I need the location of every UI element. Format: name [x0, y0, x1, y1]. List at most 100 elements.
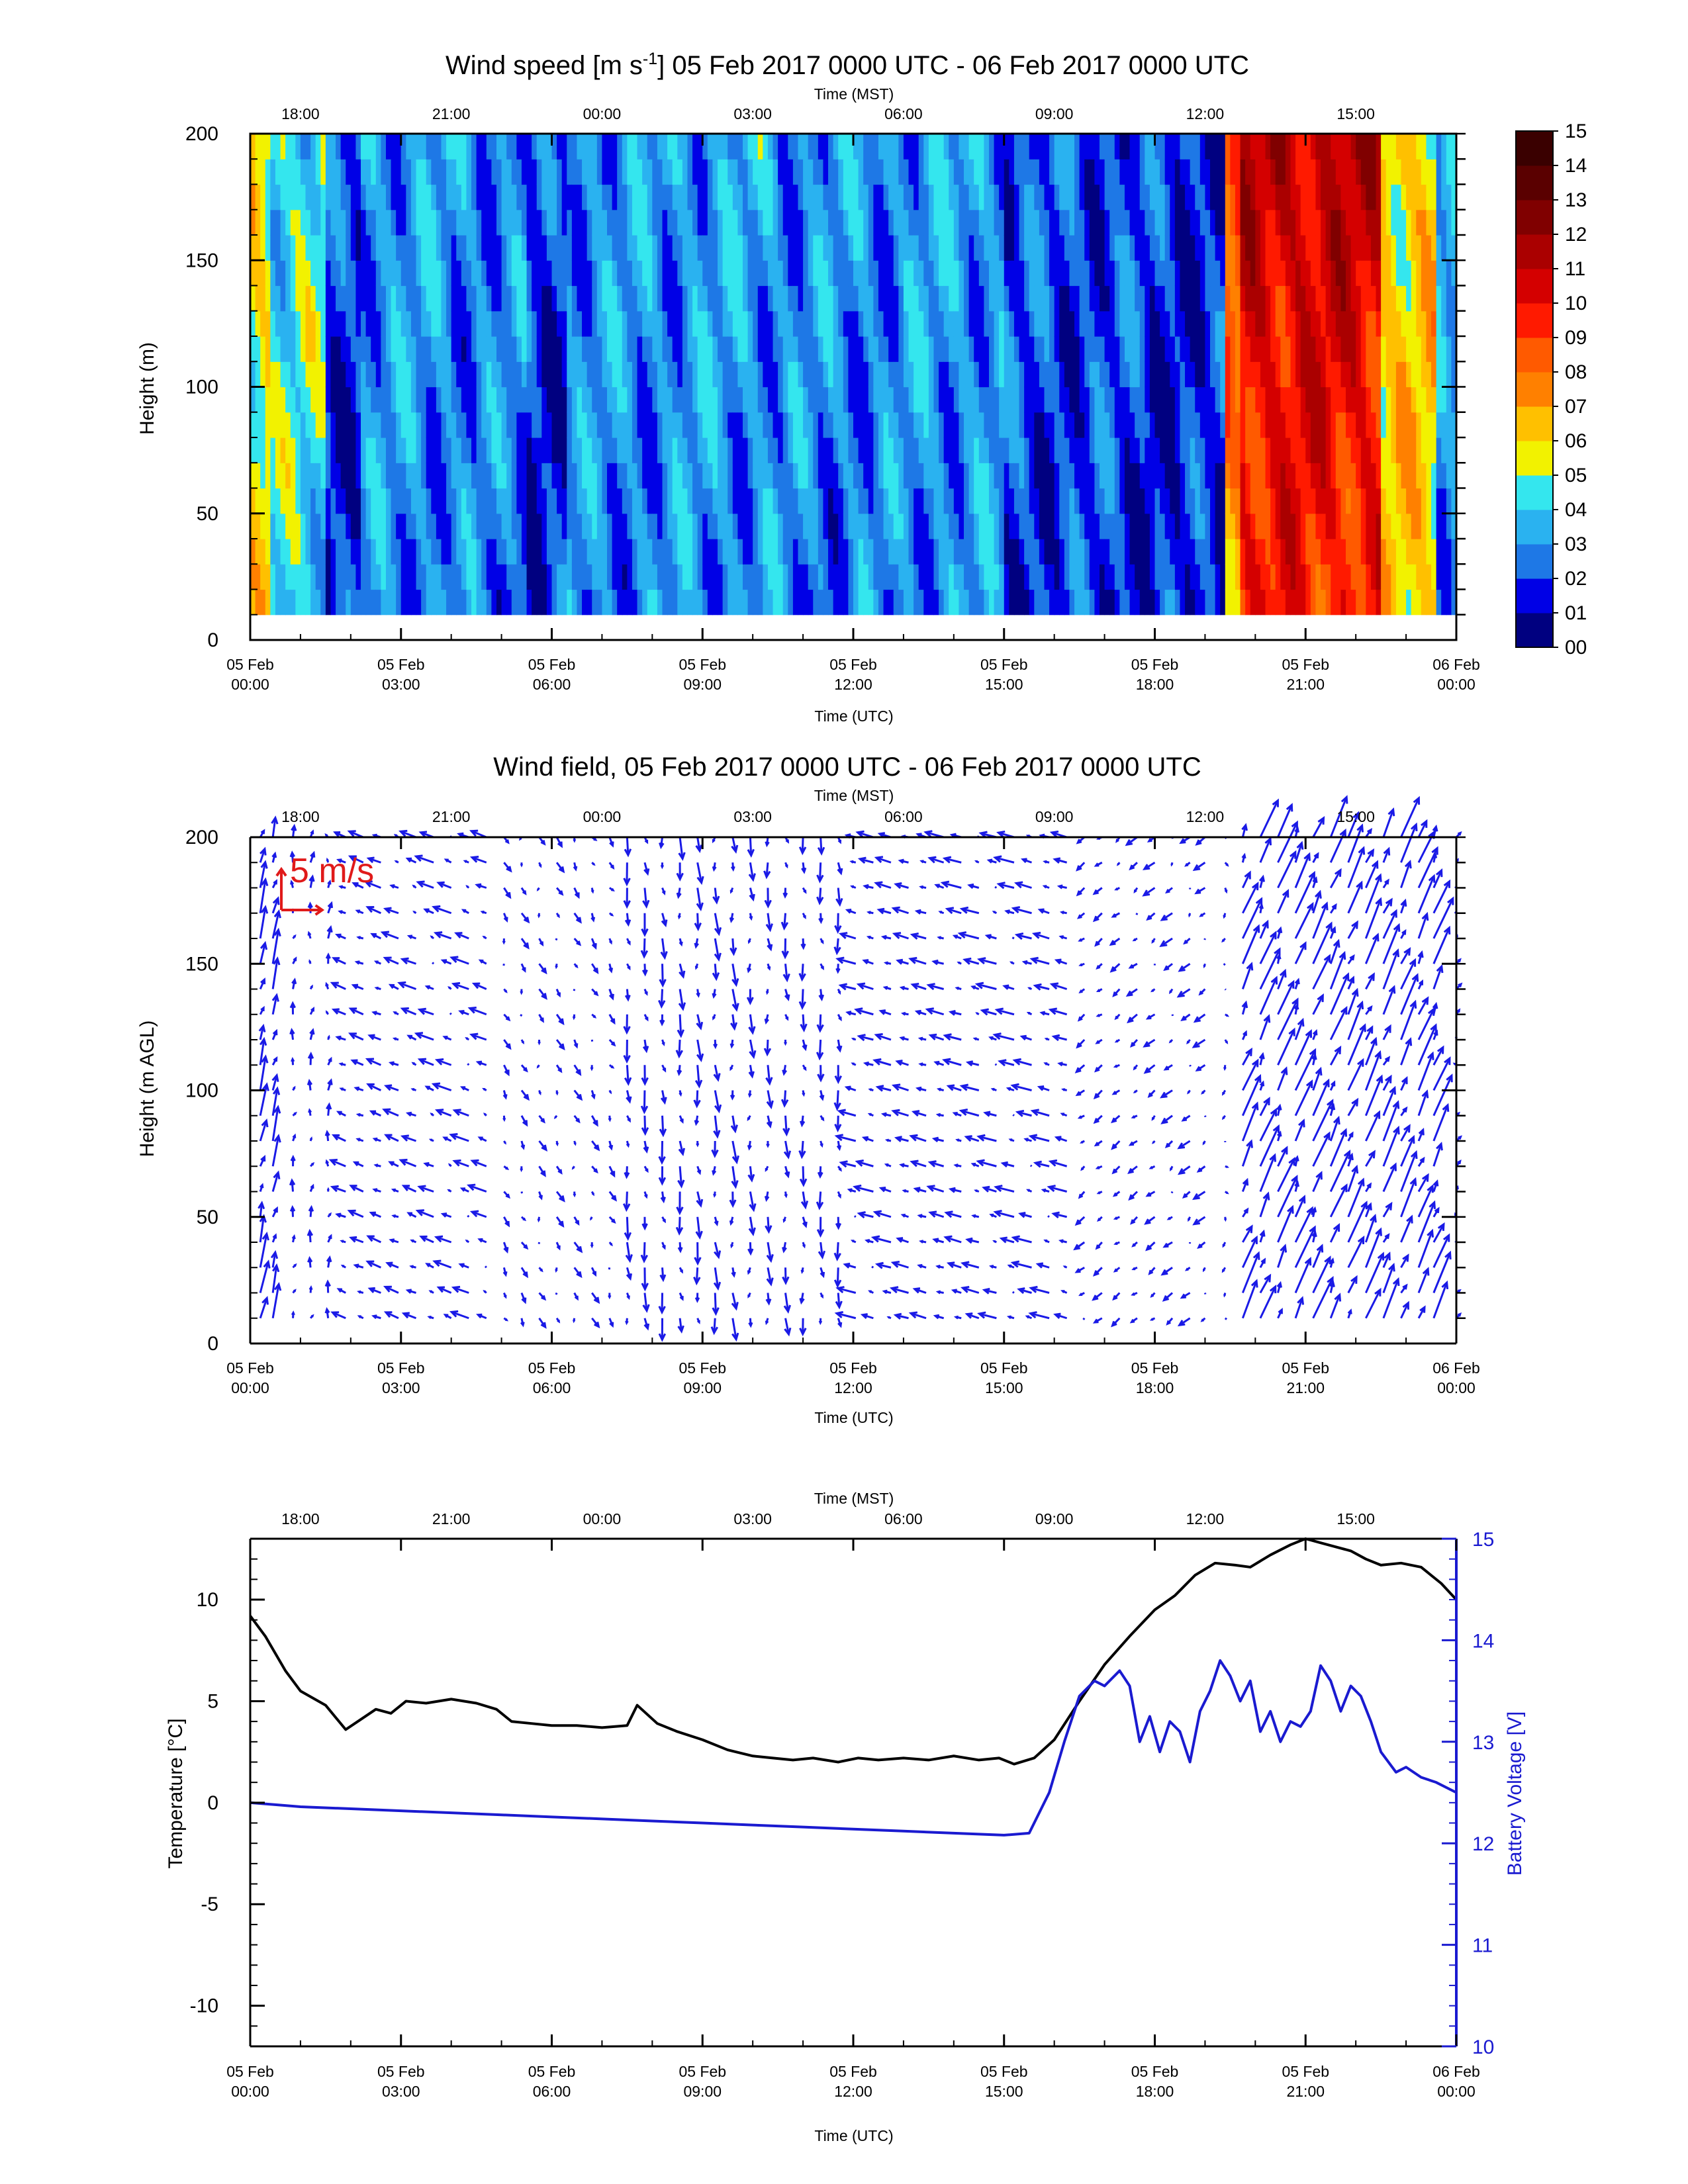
heatmap-cell — [602, 209, 608, 236]
heatmap-cell — [1315, 134, 1321, 159]
heatmap-cell — [763, 361, 769, 388]
heatmap-cell — [1391, 235, 1397, 261]
heatmap-cell — [908, 209, 914, 236]
heatmap-cell — [1255, 336, 1261, 362]
colorbar-swatch — [1516, 200, 1553, 235]
heatmap-cell — [1321, 513, 1327, 539]
wind-vector-head — [272, 896, 280, 905]
heatmap-cell — [607, 488, 613, 514]
heatmap-cell — [1135, 134, 1141, 159]
heatmap-cell — [1290, 310, 1296, 337]
heatmap-cell — [933, 539, 939, 565]
wind-vector-head — [328, 1056, 332, 1062]
heatmap-cell — [642, 235, 648, 261]
heatmap-cell — [355, 437, 361, 463]
heatmap-cell — [823, 310, 829, 337]
heatmap-cell — [1079, 387, 1085, 413]
heatmap-cell — [732, 134, 738, 159]
heatmap-cell — [1340, 310, 1346, 337]
heatmap-cell — [1164, 285, 1170, 312]
heatmap-cell — [873, 361, 879, 388]
heatmap-cell — [456, 488, 462, 514]
heatmap-cell — [687, 589, 693, 615]
heatmap-cell — [1290, 412, 1296, 438]
heatmap-cell — [1240, 488, 1246, 514]
heatmap-cell — [833, 159, 839, 185]
heatmap-cell — [1275, 361, 1281, 388]
heatmap-cell — [1089, 412, 1095, 438]
heatmap-cell — [275, 361, 281, 388]
heatmap-cell — [1240, 564, 1246, 590]
heatmap-cell — [612, 539, 618, 565]
heatmap-cell — [908, 463, 914, 489]
heatmap-cell — [305, 539, 311, 565]
wind-vector-head — [261, 1231, 269, 1241]
heatmap-cell — [707, 260, 714, 287]
heatmap-cell — [908, 412, 914, 438]
heatmap-cell — [471, 184, 477, 210]
heatmap-cell — [903, 539, 910, 565]
heatmap-cell — [466, 539, 472, 565]
heatmap-cell — [1199, 336, 1206, 362]
heatmap-cell — [1164, 310, 1170, 337]
heatmap-cell — [959, 437, 964, 463]
heatmap-cell — [1315, 310, 1321, 337]
heatmap-cell — [1411, 387, 1417, 413]
heatmap-cell — [416, 134, 422, 159]
wind-vector-head — [291, 1234, 296, 1240]
heatmap-cell — [315, 463, 321, 489]
heatmap-cell — [410, 361, 417, 388]
heatmap-cell — [571, 159, 578, 185]
heatmap-cell — [632, 564, 638, 590]
heatmap-cell — [848, 209, 854, 236]
heatmap-cell — [1310, 310, 1317, 337]
heatmap-cell — [778, 513, 784, 539]
heatmap-cell — [1300, 412, 1306, 438]
heatmap-cell — [1240, 589, 1246, 615]
heatmap-cell — [310, 488, 316, 514]
heatmap-cell — [1215, 159, 1221, 185]
heatmap-cell — [1321, 134, 1327, 159]
heatmap-cell — [1321, 184, 1327, 210]
heatmap-cell — [1376, 437, 1382, 463]
heatmap-cell — [1441, 361, 1447, 388]
heatmap-cell — [541, 159, 547, 185]
heatmap-cell — [1391, 539, 1397, 565]
wind-speed-utc-tick-label-date: 05 Feb — [829, 656, 877, 673]
heatmap-cell — [747, 387, 753, 413]
heatmap-cell — [697, 209, 703, 236]
wind-vector-head — [273, 879, 278, 885]
heatmap-cell — [346, 310, 352, 337]
heatmap-cell — [1310, 513, 1317, 539]
heatmap-cell — [1285, 513, 1291, 539]
heatmap-cell — [350, 260, 357, 287]
heatmap-cell — [933, 134, 939, 159]
heatmap-cell — [260, 589, 266, 615]
heatmap-cell — [848, 310, 854, 337]
heatmap-cell — [974, 488, 980, 514]
heatmap-cell — [773, 134, 778, 159]
heatmap-cell — [1310, 412, 1317, 438]
heatmap-cell — [410, 412, 417, 438]
heatmap-cell — [1350, 488, 1356, 514]
heatmap-cell — [667, 260, 673, 287]
heatmap-cell — [571, 260, 578, 287]
heatmap-cell — [722, 336, 728, 362]
heatmap-cell — [682, 285, 688, 312]
heatmap-cell — [400, 387, 406, 413]
heatmap-cell — [270, 134, 276, 159]
heatmap-cell — [753, 387, 759, 413]
heatmap-cell — [330, 134, 336, 159]
heatmap-cell — [1164, 134, 1170, 159]
heatmap-cell — [984, 134, 990, 159]
heatmap-cell — [1109, 387, 1115, 413]
heatmap-cell — [878, 260, 884, 287]
heatmap-cell — [642, 134, 648, 159]
heatmap-cell — [1004, 539, 1009, 565]
heatmap-cell — [355, 310, 361, 337]
heatmap-cell — [506, 361, 512, 388]
heatmap-cell — [1154, 310, 1160, 337]
wind-field-title: Wind field, 05 Feb 2017 0000 UTC - 06 Fe… — [493, 752, 1201, 782]
heatmap-cell — [707, 159, 714, 185]
